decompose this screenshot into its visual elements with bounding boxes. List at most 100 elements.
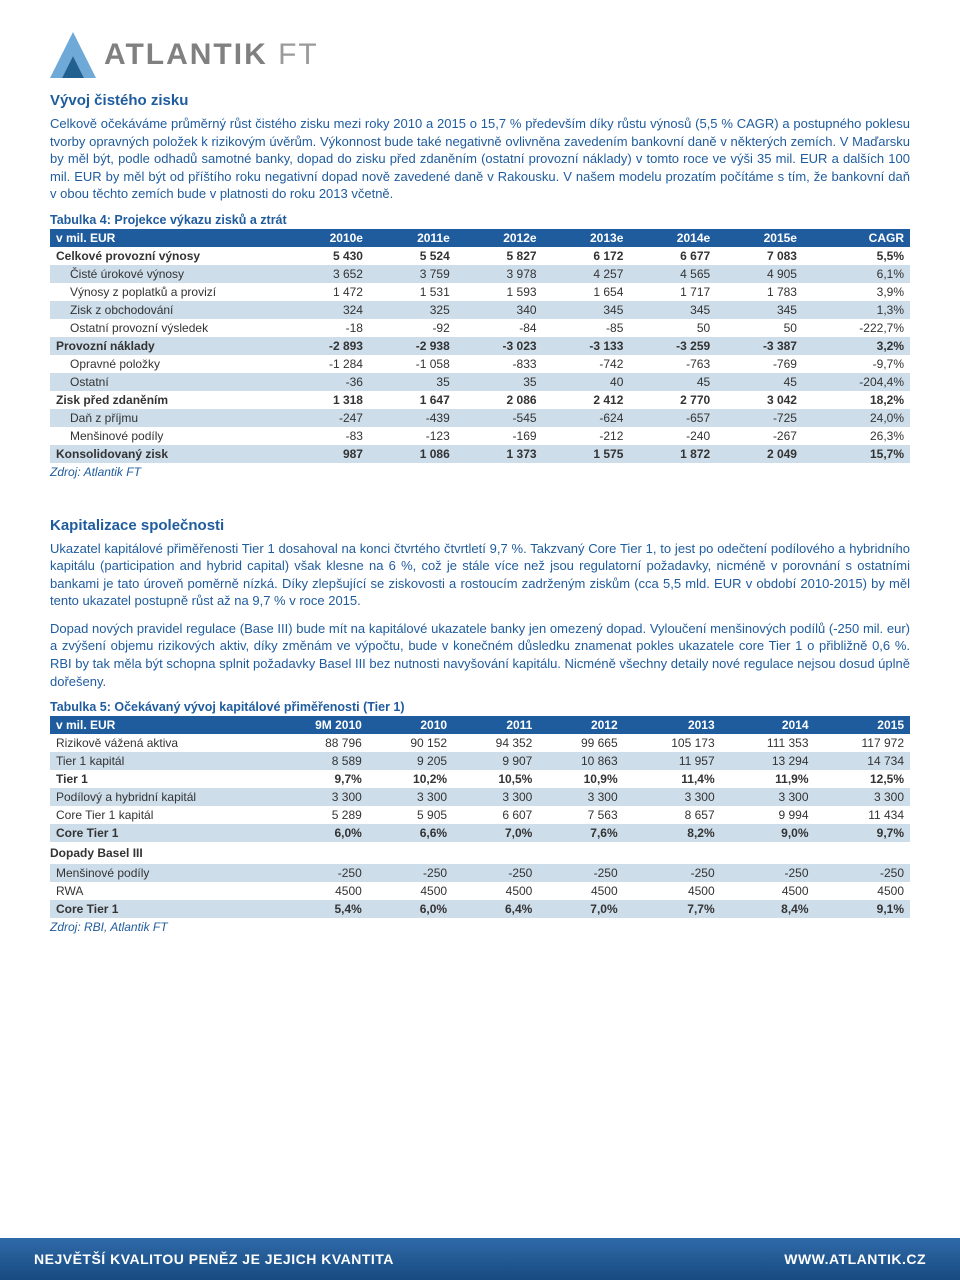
cell: 1 472	[282, 283, 369, 301]
cell: -250	[624, 864, 721, 882]
cell: 5,4%	[265, 900, 368, 918]
cell: 1 783	[716, 283, 803, 301]
cell: -92	[369, 319, 456, 337]
cell: 50	[629, 319, 716, 337]
table-row: Core Tier 1 kapitál5 2895 9056 6077 5638…	[50, 806, 910, 824]
cell: 1 373	[456, 445, 543, 463]
logo-brand: ATLANTIK	[104, 38, 268, 71]
row-label: Core Tier 1 kapitál	[50, 806, 265, 824]
cell: 7,0%	[453, 824, 538, 842]
cell: -123	[369, 427, 456, 445]
table-capital: v mil. EUR9M 201020102011201220132014201…	[50, 716, 910, 918]
table-header: v mil. EUR	[50, 229, 282, 247]
cell: 45	[629, 373, 716, 391]
cell: -250	[265, 864, 368, 882]
section-paragraph: Ukazatel kapitálové přiměřenosti Tier 1 …	[50, 540, 910, 610]
cell: 2 086	[456, 391, 543, 409]
section-paragraph: Dopad nových pravidel regulace (Base III…	[50, 620, 910, 690]
cell: 4500	[368, 882, 453, 900]
cell: 111 353	[721, 734, 815, 752]
cell: -83	[282, 427, 369, 445]
table-row: Konsolidovaný zisk9871 0861 3731 5751 87…	[50, 445, 910, 463]
cell: 6 677	[629, 247, 716, 265]
cell: 4500	[453, 882, 538, 900]
cell: -267	[716, 427, 803, 445]
cell: 1 872	[629, 445, 716, 463]
cell: 9,7%	[815, 824, 910, 842]
cell: 88 796	[265, 734, 368, 752]
cell: -545	[456, 409, 543, 427]
cell: 3 759	[369, 265, 456, 283]
cell: 987	[282, 445, 369, 463]
cell: 6,1%	[803, 265, 910, 283]
cell: 15,7%	[803, 445, 910, 463]
cell: 13 294	[721, 752, 815, 770]
cell: 24,0%	[803, 409, 910, 427]
cell: 12,5%	[815, 770, 910, 788]
table-row: RWA4500450045004500450045004500	[50, 882, 910, 900]
row-label: Zisk před zdaněním	[50, 391, 282, 409]
cell: 4 905	[716, 265, 803, 283]
cell: 7 083	[716, 247, 803, 265]
cell: 7,7%	[624, 900, 721, 918]
cell: 4500	[815, 882, 910, 900]
cell: -3 133	[543, 337, 630, 355]
table-row: Provozní náklady-2 893-2 938-3 023-3 133…	[50, 337, 910, 355]
cell: 105 173	[624, 734, 721, 752]
cell: 50	[716, 319, 803, 337]
cell: -250	[538, 864, 623, 882]
cell: 8,2%	[624, 824, 721, 842]
row-label: Výnosy z poplatků a provizí	[50, 283, 282, 301]
cell: -250	[453, 864, 538, 882]
cell: 2 049	[716, 445, 803, 463]
table-row: Výnosy z poplatků a provizí1 4721 5311 5…	[50, 283, 910, 301]
row-label: Čisté úrokové výnosy	[50, 265, 282, 283]
cell: 345	[716, 301, 803, 319]
table-row: Core Tier 15,4%6,0%6,4%7,0%7,7%8,4%9,1%	[50, 900, 910, 918]
table5-source: Zdroj: RBI, Atlantik FT	[50, 920, 910, 934]
cell: 2 770	[629, 391, 716, 409]
cell: -725	[716, 409, 803, 427]
cell: 6,0%	[368, 900, 453, 918]
table-header: 2013	[624, 716, 721, 734]
cell: 5,5%	[803, 247, 910, 265]
logo: ATLANTIK FT	[50, 32, 910, 78]
table-header: 9M 2010	[265, 716, 368, 734]
cell: 345	[543, 301, 630, 319]
cell: -204,4%	[803, 373, 910, 391]
cell: 4500	[265, 882, 368, 900]
footer-slogan: NEJVĚTŠÍ KVALITOU PENĚZ JE JEJICH KVANTI…	[34, 1251, 394, 1267]
cell: -250	[721, 864, 815, 882]
cell: 4500	[624, 882, 721, 900]
cell: -833	[456, 355, 543, 373]
cell: 3 042	[716, 391, 803, 409]
cell: -742	[543, 355, 630, 373]
cell: -1 058	[369, 355, 456, 373]
cell: 4 257	[543, 265, 630, 283]
table-row: Čisté úrokové výnosy3 6523 7593 9784 257…	[50, 265, 910, 283]
cell: 10,2%	[368, 770, 453, 788]
cell: 7,0%	[538, 900, 623, 918]
cell: -169	[456, 427, 543, 445]
cell: 4500	[538, 882, 623, 900]
table-header: 2010	[368, 716, 453, 734]
table-header: CAGR	[803, 229, 910, 247]
cell: 6,4%	[453, 900, 538, 918]
table-row: Core Tier 16,0%6,6%7,0%7,6%8,2%9,0%9,7%	[50, 824, 910, 842]
table-header: 2014e	[629, 229, 716, 247]
cell: -624	[543, 409, 630, 427]
cell: 3 652	[282, 265, 369, 283]
cell: 10,9%	[538, 770, 623, 788]
row-label: Tier 1	[50, 770, 265, 788]
cell: 11,4%	[624, 770, 721, 788]
cell: 9 205	[368, 752, 453, 770]
cell: 11,9%	[721, 770, 815, 788]
cell: -769	[716, 355, 803, 373]
cell: -250	[815, 864, 910, 882]
row-label: Konsolidovaný zisk	[50, 445, 282, 463]
row-label: Ostatní provozní výsledek	[50, 319, 282, 337]
cell: 7,6%	[538, 824, 623, 842]
cell: -240	[629, 427, 716, 445]
cell: 3 300	[624, 788, 721, 806]
cell: 325	[369, 301, 456, 319]
